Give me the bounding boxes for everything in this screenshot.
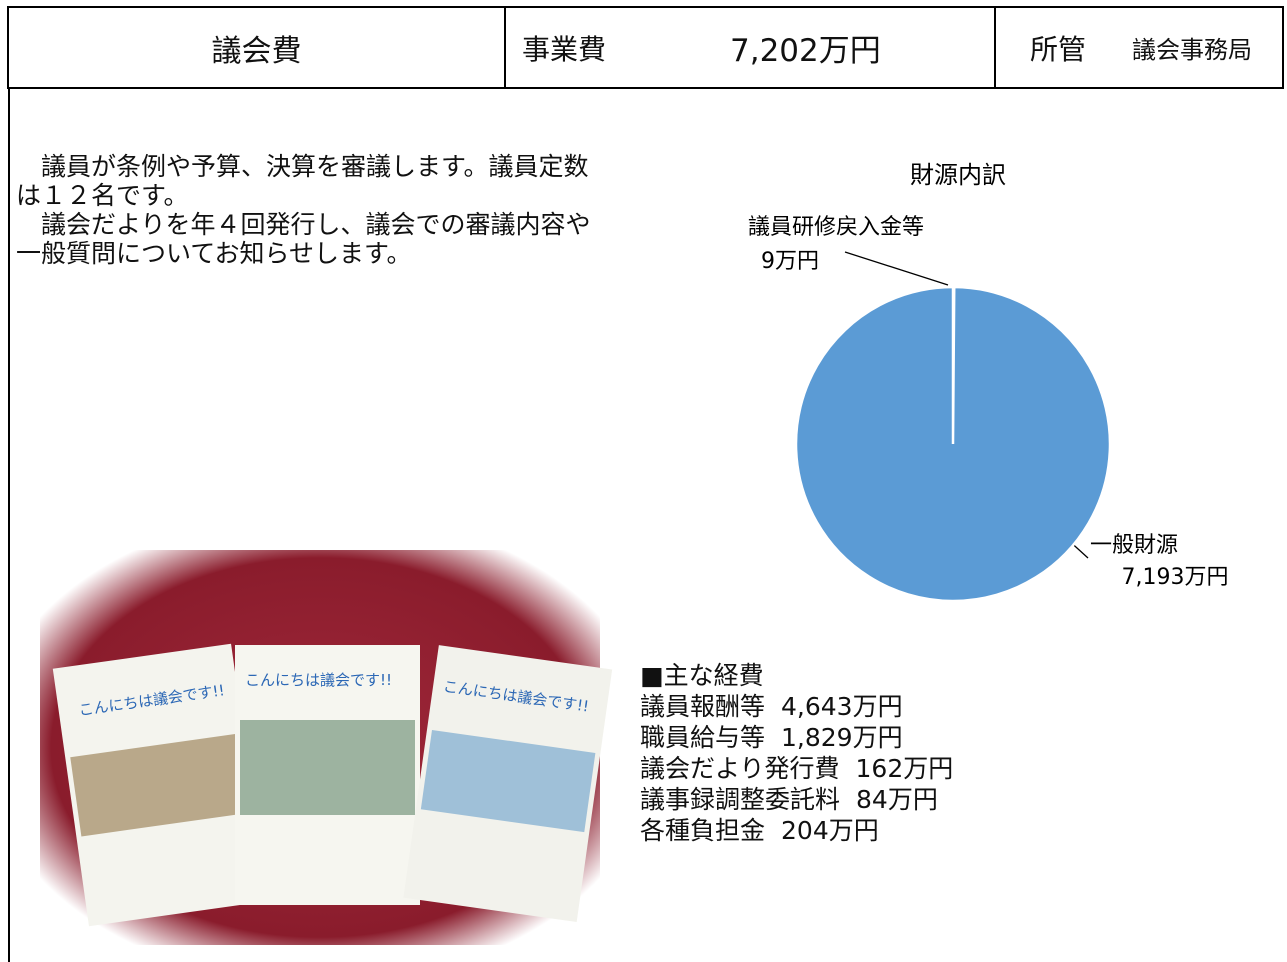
- expense-name: 各種負担金: [640, 816, 765, 845]
- expense-name: 議員報酬等: [640, 692, 765, 721]
- expense-item: 議員報酬等 4,643万円: [640, 691, 953, 722]
- expense-amount: 4,643万円: [781, 692, 903, 721]
- leader-line: [845, 252, 948, 285]
- expenses: ■主な経費 議員報酬等 4,643万円職員給与等 1,829万円議会だより発行費 16…: [640, 660, 953, 846]
- slice-value: 7,193万円: [1122, 565, 1229, 590]
- expense-item: 職員給与等 1,829万円: [640, 722, 953, 753]
- page: 議会費 事業費 7,202万円 所管 議会事務局 議員が条例や予算、決算を審議し…: [0, 0, 1287, 962]
- expense-amount: 1,829万円: [781, 723, 903, 752]
- expenses-title: ■主な経費: [640, 660, 953, 691]
- pie-slice: [796, 287, 1110, 601]
- slice-label: 一般財源: [1090, 533, 1178, 558]
- booklet-photo: [240, 720, 415, 815]
- booklet-title: こんにちは議会です!!: [245, 671, 392, 689]
- slice-value: 9万円: [761, 249, 819, 274]
- expense-name: 議会だより発行費: [640, 754, 840, 783]
- expense-name: 職員給与等: [640, 723, 765, 752]
- slice-label: 議員研修戻入金等: [748, 215, 924, 240]
- expense-amount: 162万円: [856, 754, 954, 783]
- chart-title: 財源内訳: [910, 161, 1006, 189]
- photo: こんにちは議会です!! こんにちは議会です!! こんにちは議会です!!: [30, 535, 630, 955]
- expense-item: 議会だより発行費 162万円: [640, 753, 953, 784]
- expense-name: 議事録調整委託料: [640, 785, 840, 814]
- expense-item: 議事録調整委託料 84万円: [640, 784, 953, 815]
- expense-list: 議員報酬等 4,643万円職員給与等 1,829万円議会だより発行費 162万円議事録…: [640, 691, 953, 846]
- expense-item: 各種負担金 204万円: [640, 815, 953, 846]
- expense-amount: 84万円: [856, 785, 938, 814]
- expense-amount: 204万円: [781, 816, 879, 845]
